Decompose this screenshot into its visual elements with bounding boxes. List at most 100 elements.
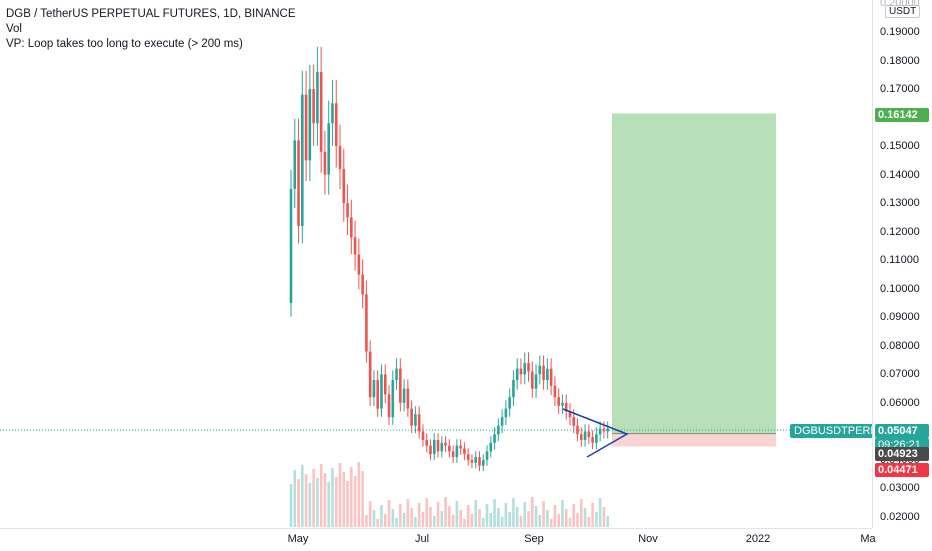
- volume-bar: [436, 502, 440, 527]
- volume-bar: [561, 500, 564, 527]
- volume-bar: [327, 482, 330, 527]
- volume-bar: [523, 502, 527, 527]
- candle-body: [316, 71, 319, 124]
- volume-bar: [568, 518, 572, 527]
- volume-bar: [455, 501, 459, 527]
- volume-bar: [591, 503, 594, 527]
- volume-bar: [557, 514, 560, 527]
- volume-bar: [587, 517, 591, 527]
- chart-title[interactable]: DGB / TetherUS PERPETUAL FUTURES, 1D, BI…: [6, 8, 296, 20]
- volume-bar: [440, 511, 444, 527]
- volume-bar: [429, 507, 432, 527]
- candle-body: [323, 151, 327, 175]
- volume-bar: [451, 515, 455, 527]
- chart-area[interactable]: DGB / TetherUS PERPETUAL FUTURES, 1D, BI…: [0, 0, 882, 528]
- volume-bar: [542, 501, 545, 527]
- volume-bar: [481, 518, 485, 527]
- volume-bar: [466, 505, 470, 527]
- candle-body: [410, 408, 413, 426]
- volume-indicator-label[interactable]: Vol: [6, 23, 22, 35]
- candle-body: [530, 371, 534, 389]
- candle-body: [368, 351, 372, 398]
- vp-warning-label[interactable]: VP: Loop takes too long to execute (> 20…: [6, 38, 243, 50]
- time-axis[interactable]: May Jul Sep Nov 2022 Ma: [0, 528, 876, 551]
- candle-body: [534, 374, 538, 389]
- volume-bar: [357, 462, 361, 527]
- price-tick-label: 0.12000: [880, 225, 920, 238]
- price-tick-label: 0.08000: [880, 339, 920, 352]
- price-tick-label: 0.20000: [880, 0, 920, 10]
- volume-bar: [553, 505, 557, 527]
- volume-bar: [463, 519, 466, 527]
- time-tick-label: Ma: [860, 533, 876, 545]
- volume-bar: [500, 517, 504, 527]
- candle-body: [327, 123, 330, 175]
- volume-bar: [308, 483, 312, 527]
- candle-body: [489, 442, 493, 452]
- volume-bar: [489, 513, 493, 527]
- candle-body: [365, 294, 368, 352]
- price-chart[interactable]: [0, 0, 872, 528]
- volume-bar: [470, 514, 474, 527]
- volume-bar: [448, 506, 451, 527]
- volume-bar: [425, 498, 429, 527]
- price-tick-label: 0.15000: [880, 140, 920, 153]
- candle-body: [293, 140, 297, 189]
- candle-body: [583, 431, 587, 440]
- candle-body: [444, 442, 447, 446]
- volume-bar: [399, 504, 402, 527]
- price-axis[interactable]: USDT 0.200000.190000.180000.170000.16000…: [872, 0, 932, 528]
- candle-body: [406, 388, 410, 409]
- price-tick-label: 0.18000: [880, 54, 920, 67]
- volume-bar: [304, 474, 308, 527]
- volume-bar: [606, 516, 609, 527]
- candle-body: [470, 459, 474, 463]
- candle-body: [425, 439, 429, 446]
- triangle-pattern: [562, 408, 629, 458]
- candle-body: [455, 445, 459, 458]
- volume-bar: [402, 513, 406, 527]
- volume-bar: [391, 509, 395, 527]
- volume-bar: [334, 477, 338, 527]
- volume-bar: [301, 465, 304, 527]
- volume-bar: [508, 512, 511, 527]
- candle-body: [301, 94, 304, 226]
- price-tick-label: 0.14000: [880, 168, 920, 181]
- price-tick-label: 0.02000: [880, 511, 920, 523]
- candle-body: [436, 439, 440, 452]
- volume-bar: [538, 515, 542, 527]
- candle-body: [561, 402, 564, 406]
- candle-body: [308, 89, 312, 161]
- candle-body: [387, 394, 391, 418]
- volume-bar: [338, 463, 342, 527]
- candle-body: [440, 442, 444, 452]
- candle-body: [338, 146, 342, 169]
- volume-bar: [493, 499, 496, 527]
- price-tick-label: 0.07000: [880, 368, 920, 381]
- candle-body: [493, 434, 496, 443]
- candle-body: [448, 445, 451, 452]
- volume-bar: [414, 517, 417, 527]
- candle-body: [474, 457, 478, 463]
- volume-bar: [289, 484, 293, 527]
- price-tick-label: 0.03000: [880, 482, 920, 495]
- candle-body: [579, 434, 583, 440]
- volume-bar: [361, 471, 364, 527]
- entry-price-tag: 0.04923: [875, 447, 929, 461]
- volume-bar: [564, 509, 568, 527]
- price-tick-label: 0.09000: [880, 311, 920, 324]
- candle-body: [334, 103, 338, 147]
- volume-bar: [319, 464, 323, 527]
- volume-bar: [372, 510, 376, 527]
- volume-bar: [444, 497, 447, 527]
- volume-bar: [512, 498, 515, 527]
- candle-body: [402, 388, 406, 403]
- currency-button[interactable]: USDT: [885, 5, 921, 18]
- price-tick-label: 0.10000: [880, 282, 920, 295]
- candle-body: [553, 385, 557, 398]
- volume-bar: [312, 469, 315, 527]
- candle-body: [417, 414, 421, 432]
- candle-body: [429, 445, 432, 455]
- volume-bar: [387, 500, 391, 527]
- volume-bar: [598, 498, 602, 527]
